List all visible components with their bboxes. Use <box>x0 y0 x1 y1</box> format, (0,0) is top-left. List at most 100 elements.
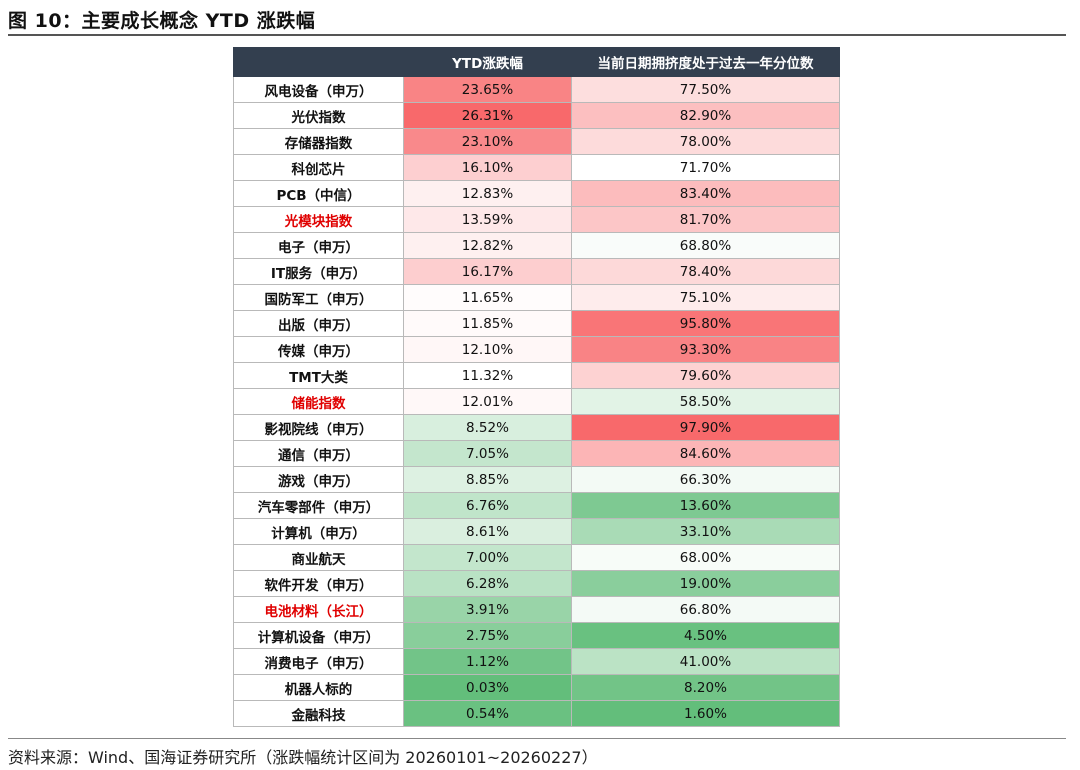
table-row: 金融科技 0.54% 1.60% <box>233 700 840 727</box>
ytd-cell: 7.00% <box>403 544 572 571</box>
ytd-cell: 6.28% <box>403 570 572 597</box>
row-label: 通信（申万） <box>233 440 404 467</box>
row-label: 出版（申万） <box>233 310 404 337</box>
ytd-cell: 16.10% <box>403 154 572 181</box>
ytd-cell: 23.65% <box>403 76 572 103</box>
figure-title: 图 10：主要成长概念 YTD 涨跌幅 <box>8 10 316 32</box>
table-row: 光模块指数 13.59% 81.70% <box>233 206 840 233</box>
crowding-cell: 93.30% <box>571 336 840 363</box>
ytd-cell: 1.12% <box>403 648 572 675</box>
ytd-cell: 26.31% <box>403 102 572 129</box>
row-label: 存储器指数 <box>233 128 404 155</box>
row-label: 消费电子（申万） <box>233 648 404 675</box>
crowding-cell: 8.20% <box>571 674 840 701</box>
crowding-cell: 78.40% <box>571 258 840 285</box>
table-row: 风电设备（申万） 23.65% 77.50% <box>233 76 840 103</box>
table-row: TMT大类 11.32% 79.60% <box>233 362 840 389</box>
crowding-cell: 33.10% <box>571 518 840 545</box>
ytd-cell: 16.17% <box>403 258 572 285</box>
crowding-cell: 82.90% <box>571 102 840 129</box>
crowding-cell: 4.50% <box>571 622 840 649</box>
table-row: 游戏（申万） 8.85% 66.30% <box>233 466 840 493</box>
bottom-rule <box>8 738 1066 739</box>
ytd-cell: 6.76% <box>403 492 572 519</box>
crowding-cell: 77.50% <box>571 76 840 103</box>
ytd-cell: 12.10% <box>403 336 572 363</box>
table-row: 存储器指数 23.10% 78.00% <box>233 128 840 155</box>
crowding-cell: 13.60% <box>571 492 840 519</box>
row-label: 光模块指数 <box>233 206 404 233</box>
crowding-cell: 68.80% <box>571 232 840 259</box>
row-label: 机器人标的 <box>233 674 404 701</box>
crowding-cell: 97.90% <box>571 414 840 441</box>
ytd-cell: 12.83% <box>403 180 572 207</box>
table-row: 计算机（申万） 8.61% 33.10% <box>233 518 840 545</box>
row-label: IT服务（申万） <box>233 258 404 285</box>
table-row: 软件开发（申万） 6.28% 19.00% <box>233 570 840 597</box>
table-row: 电子（申万） 12.82% 68.80% <box>233 232 840 259</box>
crowding-cell: 66.30% <box>571 466 840 493</box>
crowding-cell: 19.00% <box>571 570 840 597</box>
table-row: 计算机设备（申万） 2.75% 4.50% <box>233 622 840 649</box>
crowding-cell: 79.60% <box>571 362 840 389</box>
ytd-cell: 11.65% <box>403 284 572 311</box>
row-label: 科创芯片 <box>233 154 404 181</box>
crowding-cell: 83.40% <box>571 180 840 207</box>
header-crowding-col: 当前日期拥挤度处于过去一年分位数 <box>571 47 840 77</box>
ytd-cell: 0.54% <box>403 700 572 727</box>
ytd-cell: 0.03% <box>403 674 572 701</box>
table-row: IT服务（申万） 16.17% 78.40% <box>233 258 840 285</box>
row-label: 软件开发（申万） <box>233 570 404 597</box>
ytd-cell: 11.85% <box>403 310 572 337</box>
crowding-cell: 84.60% <box>571 440 840 467</box>
crowding-cell: 68.00% <box>571 544 840 571</box>
table-row: 国防军工（申万） 11.65% 75.10% <box>233 284 840 311</box>
crowding-cell: 95.80% <box>571 310 840 337</box>
ytd-cell: 13.59% <box>403 206 572 233</box>
ytd-cell: 8.52% <box>403 414 572 441</box>
row-label: 风电设备（申万） <box>233 76 404 103</box>
row-label: PCB（中信） <box>233 180 404 207</box>
header-row: YTD涨跌幅 当前日期拥挤度处于过去一年分位数 <box>233 47 840 77</box>
row-label: 商业航天 <box>233 544 404 571</box>
row-label: TMT大类 <box>233 362 404 389</box>
row-label: 光伏指数 <box>233 102 404 129</box>
table-row: 影视院线（申万） 8.52% 97.90% <box>233 414 840 441</box>
ytd-cell: 2.75% <box>403 622 572 649</box>
table-row: 商业航天 7.00% 68.00% <box>233 544 840 571</box>
crowding-cell: 71.70% <box>571 154 840 181</box>
table-row: 通信（申万） 7.05% 84.60% <box>233 440 840 467</box>
ytd-cell: 3.91% <box>403 596 572 623</box>
table-row: 出版（申万） 11.85% 95.80% <box>233 310 840 337</box>
table-row: 传媒（申万） 12.10% 93.30% <box>233 336 840 363</box>
row-label: 电子（申万） <box>233 232 404 259</box>
row-label: 国防军工（申万） <box>233 284 404 311</box>
row-label: 传媒（申万） <box>233 336 404 363</box>
row-label: 金融科技 <box>233 700 404 727</box>
heatmap-table: YTD涨跌幅 当前日期拥挤度处于过去一年分位数 风电设备（申万） 23.65% 77… <box>233 47 840 727</box>
table-row: 储能指数 12.01% 58.50% <box>233 388 840 415</box>
ytd-cell: 23.10% <box>403 128 572 155</box>
ytd-cell: 7.05% <box>403 440 572 467</box>
row-label: 影视院线（申万） <box>233 414 404 441</box>
ytd-cell: 8.85% <box>403 466 572 493</box>
ytd-cell: 12.82% <box>403 232 572 259</box>
row-label: 计算机设备（申万） <box>233 622 404 649</box>
table-row: 汽车零部件（申万） 6.76% 13.60% <box>233 492 840 519</box>
crowding-cell: 66.80% <box>571 596 840 623</box>
row-label: 储能指数 <box>233 388 404 415</box>
ytd-cell: 8.61% <box>403 518 572 545</box>
header-ytd-col: YTD涨跌幅 <box>403 47 572 77</box>
crowding-cell: 78.00% <box>571 128 840 155</box>
table-row: 电池材料（长江） 3.91% 66.80% <box>233 596 840 623</box>
crowding-cell: 1.60% <box>571 700 840 727</box>
crowding-cell: 75.10% <box>571 284 840 311</box>
table-row: 消费电子（申万） 1.12% 41.00% <box>233 648 840 675</box>
table-row: PCB（中信） 12.83% 83.40% <box>233 180 840 207</box>
row-label: 汽车零部件（申万） <box>233 492 404 519</box>
header-name-col <box>233 47 404 77</box>
ytd-cell: 11.32% <box>403 362 572 389</box>
row-label: 游戏（申万） <box>233 466 404 493</box>
table-row: 科创芯片 16.10% 71.70% <box>233 154 840 181</box>
row-label: 计算机（申万） <box>233 518 404 545</box>
